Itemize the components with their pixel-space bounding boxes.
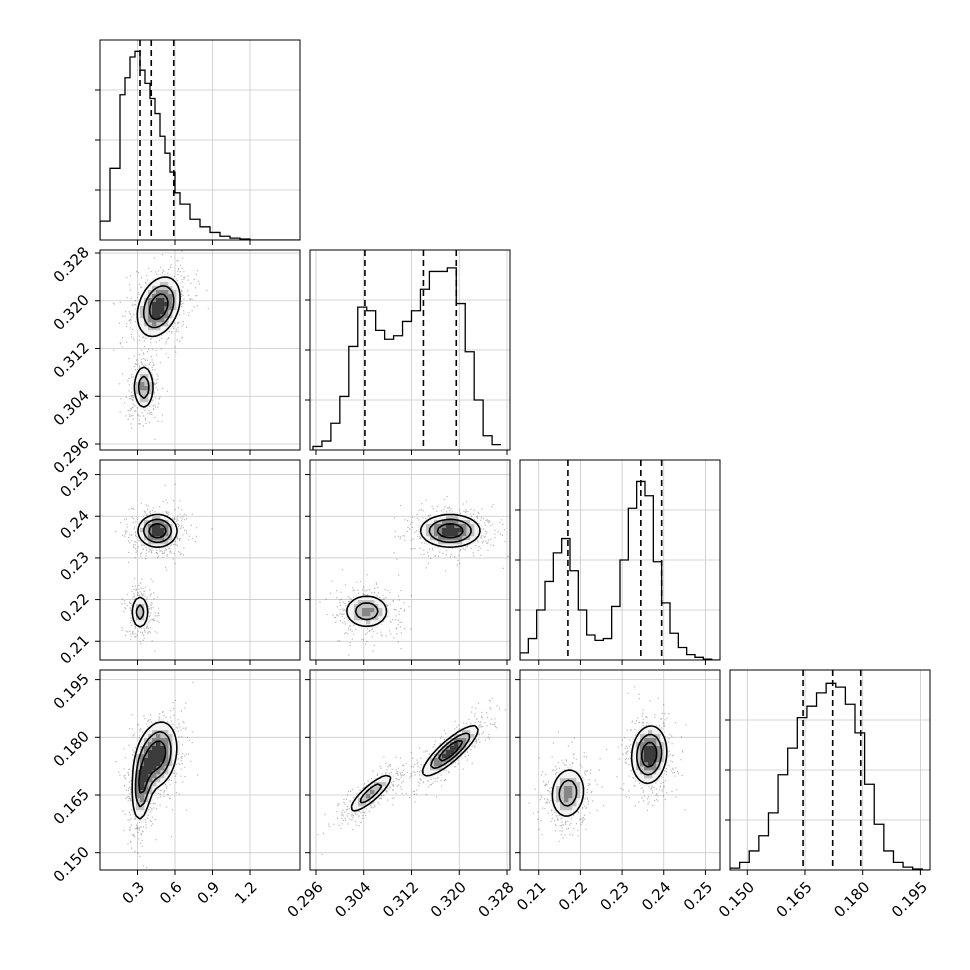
x-tick-label-2-2: 0.23 (596, 878, 632, 914)
pair-2-0-content (100, 460, 300, 660)
pair-3-2-frame (519, 669, 721, 871)
x-tick-label-1-0: 0.296 (284, 878, 327, 921)
y-tick-label-3-1: 0.165 (50, 785, 93, 828)
pair-2-1-frame (309, 459, 511, 661)
pair-2-0-scatter (115, 483, 213, 652)
x-tick-label-2-4: 0.25 (680, 878, 716, 914)
pair-3-0-contour-0 (131, 721, 178, 820)
x-tick-label-3-2: 0.180 (830, 878, 873, 921)
x-tick-label-2-1: 0.22 (555, 878, 591, 914)
x-tick-label-0-0: 0.3 (119, 878, 149, 908)
pair-3-2-density-4 (644, 746, 657, 767)
pair-2-0-density-2 (136, 516, 173, 621)
x-tick-label-1-1: 0.304 (331, 878, 374, 921)
x-tick-label-2-3: 0.24 (638, 878, 674, 914)
x-tick-label-0-1: 0.6 (156, 878, 186, 908)
hist-3-step (730, 682, 930, 870)
pair-3-1-frame (309, 669, 511, 871)
y-tick-label-2-2: 0.23 (56, 548, 92, 584)
pair-1-0-contour-1 (138, 285, 175, 400)
pair-2-1-scatter (319, 496, 509, 656)
pair-2-1-content (310, 460, 510, 660)
x-tick-label-3-3: 0.195 (888, 878, 931, 921)
pair-3-2-density-3 (564, 738, 661, 803)
pair-3-2-contour-2 (641, 741, 658, 768)
y-tick-label-2-0: 0.21 (56, 631, 92, 667)
pair-3-2-contour-1 (558, 733, 663, 807)
pair-3-1-density-4 (442, 742, 459, 759)
hist-1-step (312, 267, 502, 450)
pair-panel-2-0 (95, 459, 301, 665)
pair-3-0-frame (99, 669, 301, 871)
y-tick-label-3-3: 0.195 (50, 670, 93, 713)
pair-2-0-frame (99, 459, 301, 661)
pair-1-0-density-2 (136, 282, 177, 403)
pair-2-1-density-4 (442, 524, 463, 537)
hist-0-step (100, 50, 300, 240)
x-tick-label-3-1: 0.165 (773, 878, 816, 921)
pair-3-1-contour-1 (359, 732, 471, 804)
x-tick-label-1-2: 0.312 (379, 878, 422, 921)
pair-3-1-content (310, 670, 510, 870)
pair-1-0-contour-2 (148, 293, 169, 321)
pair-panel-3-0 (95, 669, 301, 875)
pair-3-1-contour-2 (438, 739, 464, 762)
x-tick-label-0-2: 0.9 (194, 878, 224, 908)
x-tick-label-1-4: 0.328 (475, 878, 518, 921)
pair-panel-1-0 (95, 249, 301, 455)
pair-panel-3-1 (305, 669, 511, 875)
hist-panel-0 (95, 39, 301, 245)
x-tick-label-0-3: 1.2 (231, 878, 261, 908)
pair-1-0-density-1 (132, 274, 181, 411)
pair-1-0-frame (99, 249, 301, 451)
x-tick-label-1-3: 0.320 (427, 878, 470, 921)
pair-3-0-contour-2 (138, 740, 167, 794)
y-tick-label-1-4: 0.328 (50, 243, 93, 286)
pair-2-1-contour-0 (346, 513, 481, 628)
hist-panel-2 (515, 459, 721, 665)
y-tick-label-1-1: 0.304 (50, 386, 93, 429)
pair-2-0-contour-1 (135, 518, 173, 620)
pair-panel-3-2 (515, 669, 721, 875)
x-tick-label-2-0: 0.21 (513, 878, 549, 914)
y-tick-label-2-1: 0.22 (56, 590, 92, 626)
y-tick-label-1-0: 0.296 (50, 434, 93, 477)
pair-3-2-contour-0 (551, 725, 668, 817)
pair-1-0-contour-0 (133, 276, 181, 408)
pair-2-1-contour-2 (436, 523, 464, 539)
pair-3-0-density-4 (140, 742, 165, 791)
y-tick-label-1-2: 0.312 (50, 339, 93, 382)
pair-2-0-density-4 (152, 524, 165, 537)
y-tick-label-3-2: 0.180 (50, 727, 93, 770)
pair-1-0-content (100, 250, 300, 450)
pair-3-0-contour-1 (134, 730, 172, 808)
pair-2-0-contour-2 (148, 523, 167, 539)
pair-3-2-content (520, 670, 720, 870)
hist-panel-3 (725, 669, 931, 875)
pair-3-0-content (100, 670, 300, 870)
pair-2-1-contour-1 (354, 518, 472, 621)
y-tick-label-3-0: 0.150 (50, 843, 93, 886)
pair-panel-2-1 (305, 459, 511, 665)
pair-3-1-scatter (317, 697, 506, 855)
x-tick-label-3-0: 0.150 (715, 878, 758, 921)
hist-panel-1 (305, 249, 511, 455)
pair-3-2-density-1 (552, 722, 669, 819)
y-tick-label-1-3: 0.320 (50, 291, 93, 334)
y-tick-label-2-3: 0.24 (56, 506, 92, 542)
hist-2-step (520, 480, 720, 660)
pair-3-1-contour-0 (350, 724, 479, 812)
pair-2-1-density-2 (354, 516, 475, 625)
pair-2-0-contour-0 (131, 513, 178, 628)
